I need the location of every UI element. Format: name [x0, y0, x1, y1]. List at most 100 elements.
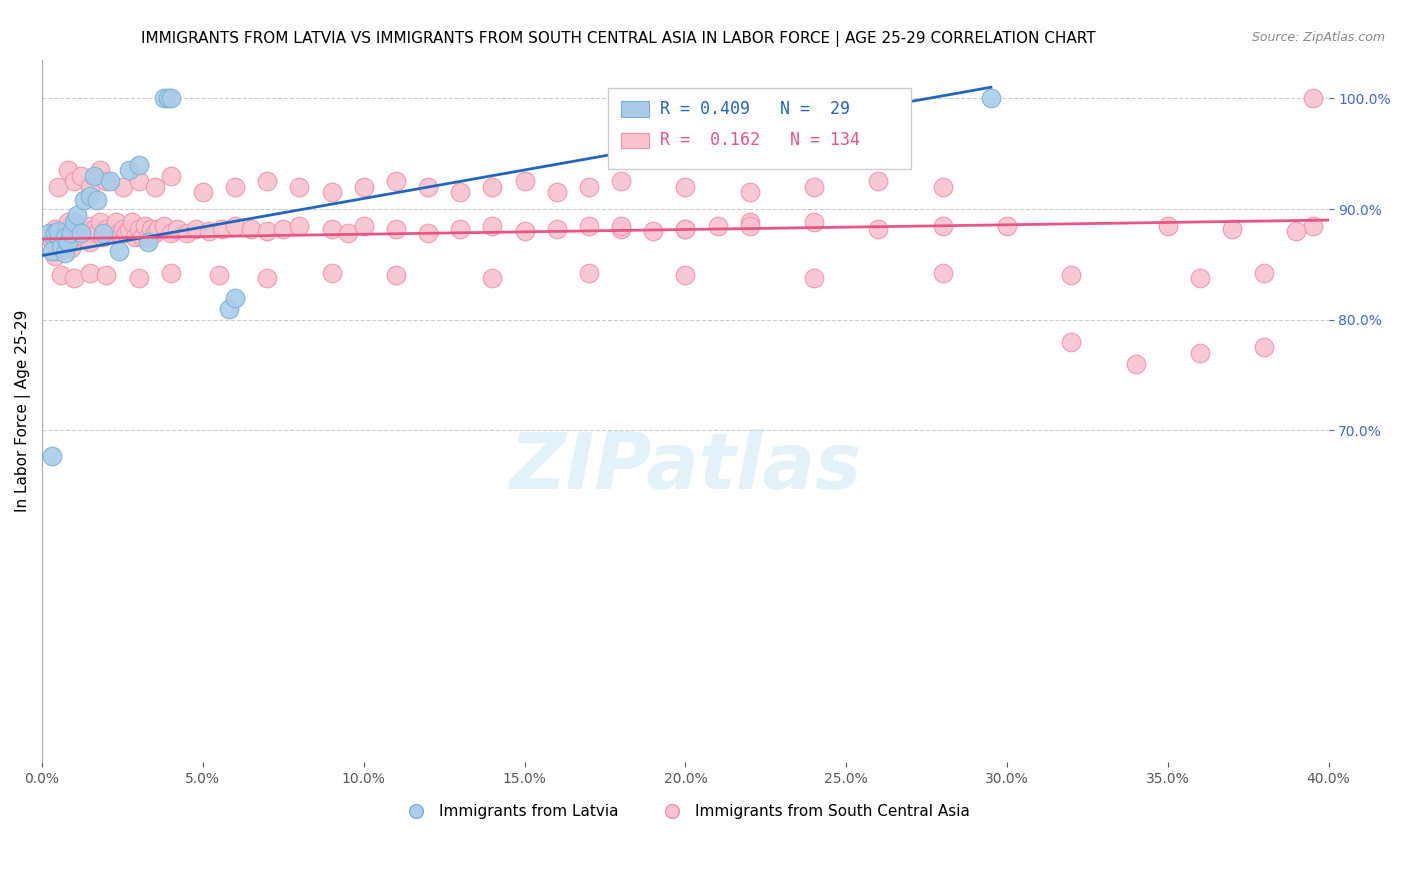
Point	[803, 215, 825, 229]
FancyBboxPatch shape	[621, 101, 650, 117]
Point	[41, 449, 63, 463]
Point	[53, 222, 76, 236]
Point	[336, 227, 359, 241]
Point	[121, 215, 143, 229]
Point	[1253, 266, 1275, 280]
Point	[63, 174, 86, 188]
Point	[931, 266, 953, 280]
Point	[69, 222, 91, 236]
Point	[136, 235, 159, 250]
Point	[416, 227, 439, 241]
Text: R =  0.162   N = 134: R = 0.162 N = 134	[659, 131, 859, 150]
Point	[1188, 270, 1211, 285]
Point	[513, 224, 536, 238]
Point	[146, 222, 169, 236]
Point	[131, 229, 153, 244]
Point	[114, 227, 136, 241]
Point	[63, 215, 86, 229]
Point	[46, 224, 69, 238]
Point	[56, 235, 79, 250]
Point	[76, 227, 98, 241]
Point	[176, 227, 198, 241]
Point	[191, 186, 214, 200]
Point	[128, 158, 150, 172]
Point	[995, 219, 1018, 233]
Point	[63, 229, 86, 244]
Point	[128, 222, 150, 236]
Point	[198, 224, 221, 238]
Point	[931, 180, 953, 194]
Point	[46, 244, 69, 258]
Point	[803, 180, 825, 194]
Point	[513, 174, 536, 188]
Point	[53, 229, 76, 244]
Point	[673, 180, 696, 194]
Point	[256, 270, 278, 285]
Point	[38, 229, 60, 244]
Point	[1060, 334, 1083, 349]
Point	[128, 270, 150, 285]
Point	[321, 222, 343, 236]
Point	[224, 180, 246, 194]
Text: IMMIGRANTS FROM LATVIA VS IMMIGRANTS FROM SOUTH CENTRAL ASIA IN LABOR FORCE | AG: IMMIGRANTS FROM LATVIA VS IMMIGRANTS FRO…	[142, 31, 1095, 47]
Point	[79, 219, 101, 233]
Point	[578, 266, 600, 280]
Point	[86, 193, 108, 207]
Point	[66, 227, 89, 241]
Point	[53, 229, 76, 244]
Point	[1125, 357, 1147, 371]
Point	[89, 163, 111, 178]
Point	[546, 186, 568, 200]
Text: ZIPatlas: ZIPatlas	[509, 429, 862, 505]
Point	[186, 222, 208, 236]
Point	[41, 233, 63, 247]
Point	[385, 174, 408, 188]
Point	[1285, 224, 1308, 238]
Point	[256, 224, 278, 238]
Point	[44, 248, 66, 262]
Point	[79, 188, 101, 202]
Point	[124, 229, 146, 244]
Point	[385, 222, 408, 236]
Point	[46, 227, 69, 241]
Point	[481, 219, 503, 233]
Point	[79, 180, 101, 194]
Point	[980, 91, 1002, 105]
Point	[108, 227, 131, 241]
Point	[353, 180, 375, 194]
Point	[288, 219, 311, 233]
Point	[44, 227, 66, 241]
Point	[738, 219, 761, 233]
Point	[1188, 346, 1211, 360]
Point	[273, 222, 295, 236]
Point	[101, 222, 124, 236]
Point	[673, 222, 696, 236]
Point	[218, 301, 240, 316]
Point	[69, 169, 91, 183]
Point	[673, 268, 696, 283]
Point	[143, 180, 166, 194]
Point	[211, 222, 233, 236]
Point	[73, 229, 96, 244]
Point	[91, 229, 114, 244]
Point	[1220, 222, 1243, 236]
Point	[56, 163, 79, 178]
Point	[159, 266, 181, 280]
Point	[46, 180, 69, 194]
Point	[98, 227, 121, 241]
FancyBboxPatch shape	[609, 87, 911, 169]
Point	[89, 215, 111, 229]
Point	[56, 215, 79, 229]
Point	[105, 215, 128, 229]
Point	[156, 91, 179, 105]
Point	[134, 219, 156, 233]
Point	[79, 235, 101, 250]
Point	[321, 186, 343, 200]
Point	[136, 229, 159, 244]
Point	[143, 227, 166, 241]
Text: Source: ZipAtlas.com: Source: ZipAtlas.com	[1251, 31, 1385, 45]
Point	[256, 174, 278, 188]
Point	[159, 91, 181, 105]
Point	[578, 180, 600, 194]
Point	[153, 219, 176, 233]
